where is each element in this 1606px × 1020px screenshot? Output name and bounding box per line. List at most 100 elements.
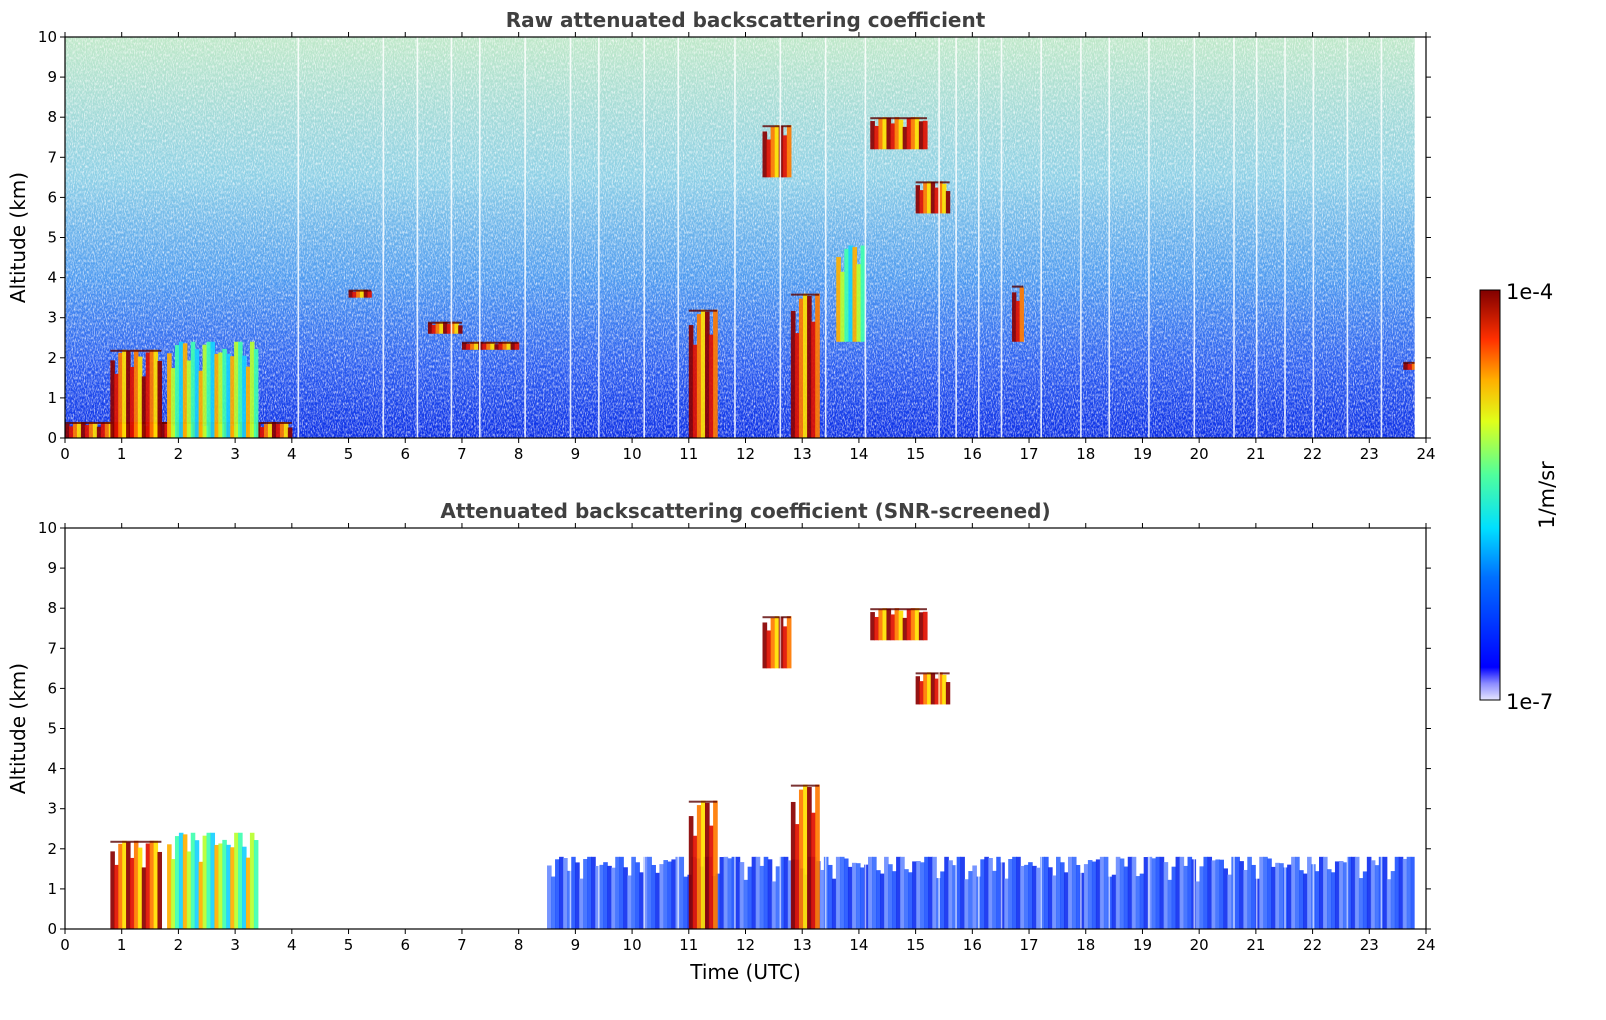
feature-column [709, 825, 714, 929]
feature-column [930, 672, 936, 705]
y-axis-label-raw: Altitude (km) [6, 172, 30, 303]
feature-column [892, 871, 897, 929]
feature-column [880, 873, 885, 929]
feature-column [133, 840, 139, 929]
feature-column [206, 832, 212, 929]
feature-column [190, 832, 196, 929]
y-tick-label: 4 [47, 269, 57, 287]
feature-column [80, 422, 86, 438]
feature-column [811, 321, 816, 438]
feature-column [1060, 862, 1065, 929]
y-tick-label: 8 [47, 108, 57, 126]
x-tick-label: 1 [117, 936, 127, 954]
feature-column [920, 862, 925, 929]
feature-column [1307, 856, 1312, 929]
feature-column [727, 858, 733, 929]
feature-column [171, 368, 176, 438]
data-gap-stripe [1080, 528, 1082, 929]
feature-column [68, 426, 74, 438]
data-gap-stripe [598, 528, 600, 929]
feature-column [352, 291, 357, 298]
data-gap-stripe [382, 528, 385, 929]
feature-column [1020, 865, 1025, 929]
feature-column [1275, 862, 1280, 929]
feature-column [226, 353, 231, 438]
feature-column [1362, 871, 1368, 929]
feature-column [210, 341, 216, 438]
feature-column [611, 867, 616, 929]
feature-column [126, 351, 131, 438]
feature-column [287, 427, 293, 438]
feature-edge [762, 616, 791, 619]
x-tick-label: 3 [230, 445, 240, 463]
feature-column [1199, 866, 1205, 929]
feature-column [1103, 856, 1109, 929]
feature-column [639, 872, 644, 929]
feature-column [1195, 881, 1201, 929]
feature-column [427, 323, 433, 334]
screened-gaps [297, 528, 1426, 929]
cloud-layer-feature [427, 321, 463, 334]
feature-column [996, 856, 1001, 929]
feature-column [1374, 865, 1380, 929]
feature-column [571, 856, 576, 929]
feature-column [856, 264, 862, 342]
feature-column [1079, 872, 1085, 929]
feature-column [972, 865, 977, 929]
feature-column [249, 832, 255, 929]
feature-column [759, 865, 765, 929]
feature-column [253, 840, 259, 929]
feature-column [774, 616, 780, 669]
feature-column [774, 125, 780, 178]
feature-column [137, 847, 143, 929]
feature-column [348, 290, 353, 298]
feature-column [1000, 862, 1005, 929]
feature-column [910, 117, 916, 150]
precipitation-feature [688, 800, 718, 929]
data-gap-stripe [297, 37, 300, 438]
data-gap-stripe [1148, 528, 1150, 929]
x-tick-label: 15 [906, 936, 925, 954]
feature-column [234, 832, 239, 929]
x-tick-label: 3 [230, 936, 240, 954]
data-gap-stripe [524, 528, 526, 929]
feature-column [787, 860, 793, 929]
feature-column [719, 857, 725, 929]
feature-column [443, 321, 448, 334]
data-gap-stripe [978, 37, 980, 438]
data-gap-stripe [824, 528, 827, 929]
feature-column [914, 117, 920, 150]
feature-column [1155, 856, 1161, 929]
feature-column [222, 839, 227, 929]
feature-column [1083, 864, 1089, 929]
feature-column [692, 344, 698, 438]
cirrus-feature [762, 616, 792, 669]
feature-column [579, 878, 584, 929]
x-tick-label: 21 [1246, 445, 1265, 463]
feature-column [198, 370, 204, 438]
feature-column [1411, 362, 1417, 370]
feature-column [482, 343, 487, 350]
feature-column [506, 341, 512, 350]
feature-column [129, 366, 135, 438]
feature-column [1111, 874, 1117, 929]
colorbar-gradient [1479, 289, 1501, 701]
heatmap-area-raw [65, 37, 1426, 438]
x-tick-label: 21 [1246, 936, 1265, 954]
feature-column [827, 864, 833, 929]
feature-column [934, 678, 939, 705]
feature-column [1171, 866, 1177, 929]
x-tick-label: 20 [1190, 936, 1209, 954]
feature-column [1403, 362, 1409, 370]
data-gap-stripe [955, 37, 957, 438]
feature-column [186, 851, 192, 929]
data-gap-stripe [1233, 37, 1235, 438]
feature-column [1303, 873, 1308, 929]
feature-column [783, 856, 789, 929]
y-tick-label: 8 [47, 599, 57, 617]
feature-column [160, 421, 166, 438]
heatmap-area-screened [110, 528, 1426, 929]
y-axis-raw: 0 1 2 3 4 5 6 7 8 9 10 [38, 28, 1431, 447]
feature-column [1407, 364, 1413, 370]
feature-column [902, 617, 908, 641]
